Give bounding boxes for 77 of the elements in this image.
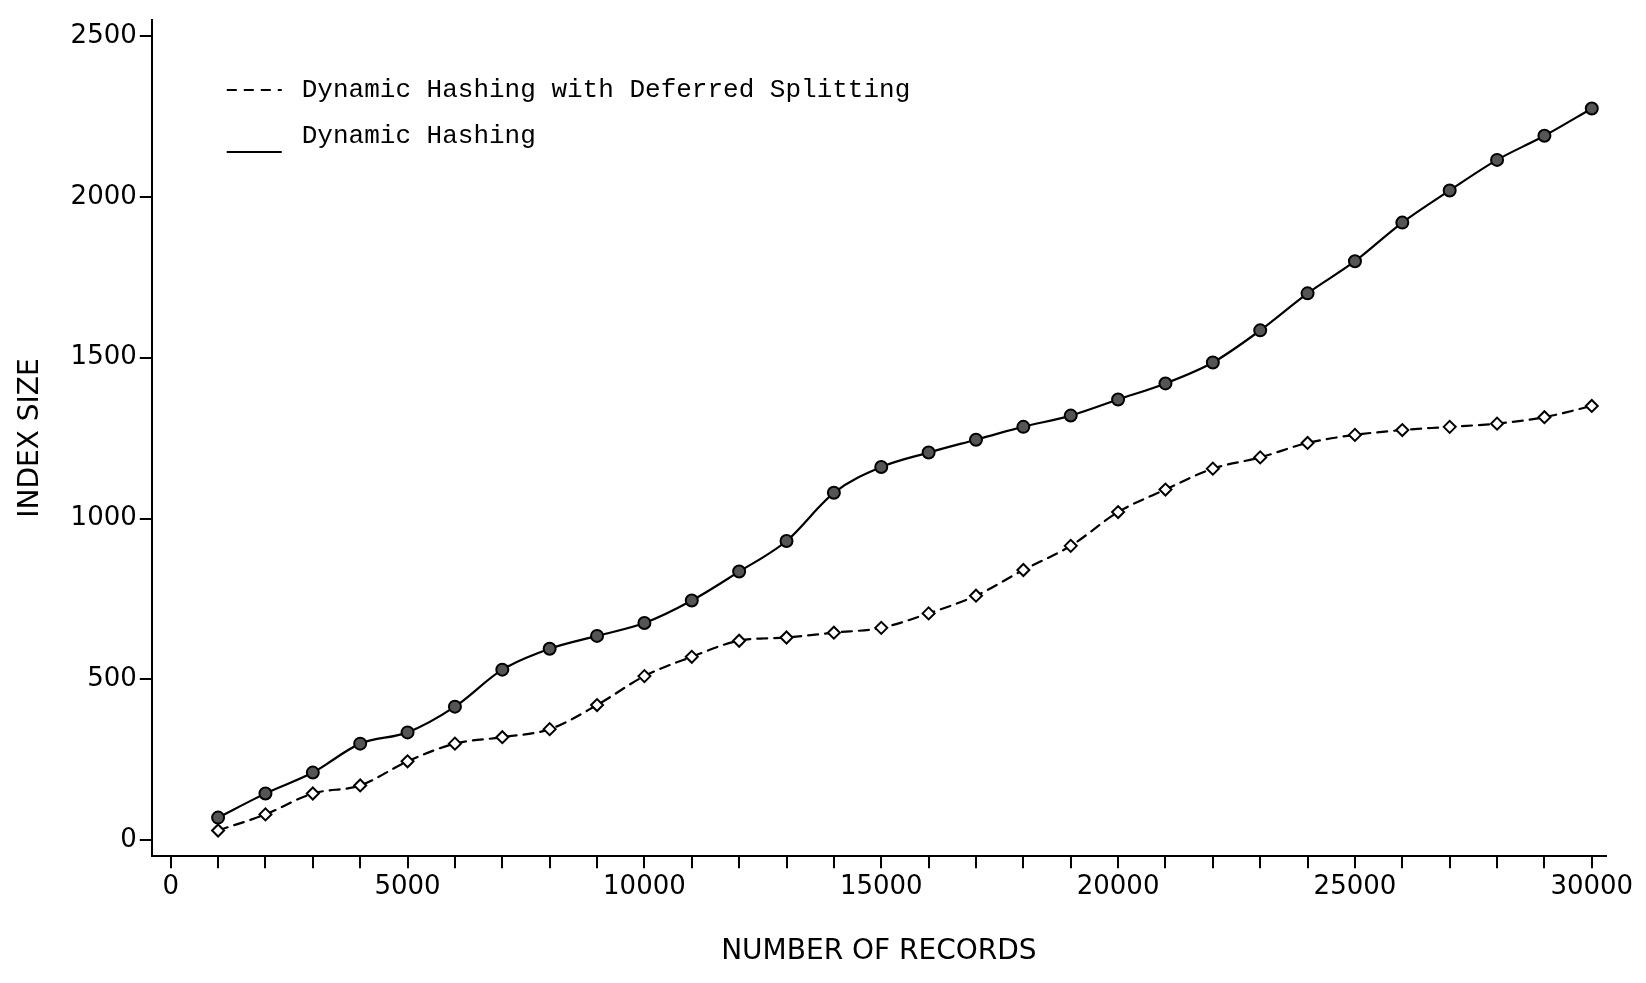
- point: [874, 620, 889, 635]
- point: [258, 807, 273, 822]
- point: [353, 778, 368, 793]
- point: [542, 641, 557, 656]
- x-tick-label: 25000: [1313, 869, 1397, 900]
- point: [1490, 416, 1505, 431]
- point: [1584, 101, 1599, 116]
- x-tick-label: 15000: [839, 869, 923, 900]
- point: [1253, 450, 1268, 465]
- point: [1395, 423, 1410, 438]
- point: [968, 588, 983, 603]
- point: [1063, 538, 1078, 553]
- point: [1347, 427, 1362, 442]
- point: [779, 630, 794, 645]
- point: [1158, 482, 1173, 497]
- point: [1205, 461, 1220, 476]
- point: [874, 460, 889, 475]
- point: [1490, 152, 1505, 167]
- x-tick-label: 20000: [1076, 869, 1160, 900]
- point: [211, 810, 226, 825]
- point: [826, 625, 841, 640]
- point: [542, 722, 557, 737]
- point: [1063, 408, 1078, 423]
- point: [637, 616, 652, 631]
- point: [1111, 505, 1126, 520]
- x-tick-label: 5000: [374, 869, 441, 900]
- y-tick-label: 2500: [70, 18, 137, 49]
- point: [921, 606, 936, 621]
- point: [684, 649, 699, 664]
- point: [921, 445, 936, 460]
- point: [1347, 254, 1362, 269]
- point: [826, 485, 841, 500]
- x-tick-label: 0: [162, 869, 179, 900]
- point: [1584, 398, 1599, 413]
- point: [400, 754, 415, 769]
- point: [1016, 562, 1031, 577]
- point: [732, 564, 747, 579]
- point: [305, 765, 320, 780]
- point: [968, 432, 983, 447]
- point: [590, 628, 605, 643]
- point: [447, 699, 462, 714]
- y-tick-label: 0: [120, 822, 137, 853]
- point: [779, 534, 794, 549]
- x-axis-title: NUMBER OF RECORDS: [721, 933, 1037, 967]
- x-tick-label: 30000: [1550, 869, 1634, 900]
- y-tick-label: 2000: [70, 179, 137, 210]
- point: [1300, 286, 1315, 301]
- point: [1158, 376, 1173, 391]
- point: [211, 823, 226, 838]
- point: [495, 662, 510, 677]
- point: [1442, 419, 1457, 434]
- x-tick-label: 10000: [603, 869, 686, 900]
- point: [1395, 215, 1410, 230]
- point: [447, 736, 462, 751]
- point: [590, 698, 605, 713]
- point: [684, 593, 699, 608]
- point: [1537, 128, 1552, 143]
- point: [305, 786, 320, 801]
- point: [637, 669, 652, 684]
- point: [495, 730, 510, 745]
- y-tick-label: 500: [87, 662, 137, 693]
- point: [258, 786, 273, 801]
- y-axis-title: INDEX SIZE: [12, 358, 46, 518]
- point: [353, 736, 368, 751]
- legend-label: Dynamic Hashing: [301, 120, 536, 151]
- point: [1300, 435, 1315, 450]
- point: [1205, 355, 1220, 370]
- y-tick-label: 1000: [70, 501, 137, 532]
- point: [1537, 410, 1552, 425]
- y-tick-label: 1500: [70, 340, 137, 371]
- point: [1253, 323, 1268, 338]
- point: [732, 633, 747, 648]
- legend-label: Dynamic Hashing with Deferred Splitting: [301, 74, 911, 105]
- point: [1016, 419, 1031, 434]
- point: [400, 725, 415, 740]
- point: [1111, 392, 1126, 407]
- point: [1442, 183, 1457, 198]
